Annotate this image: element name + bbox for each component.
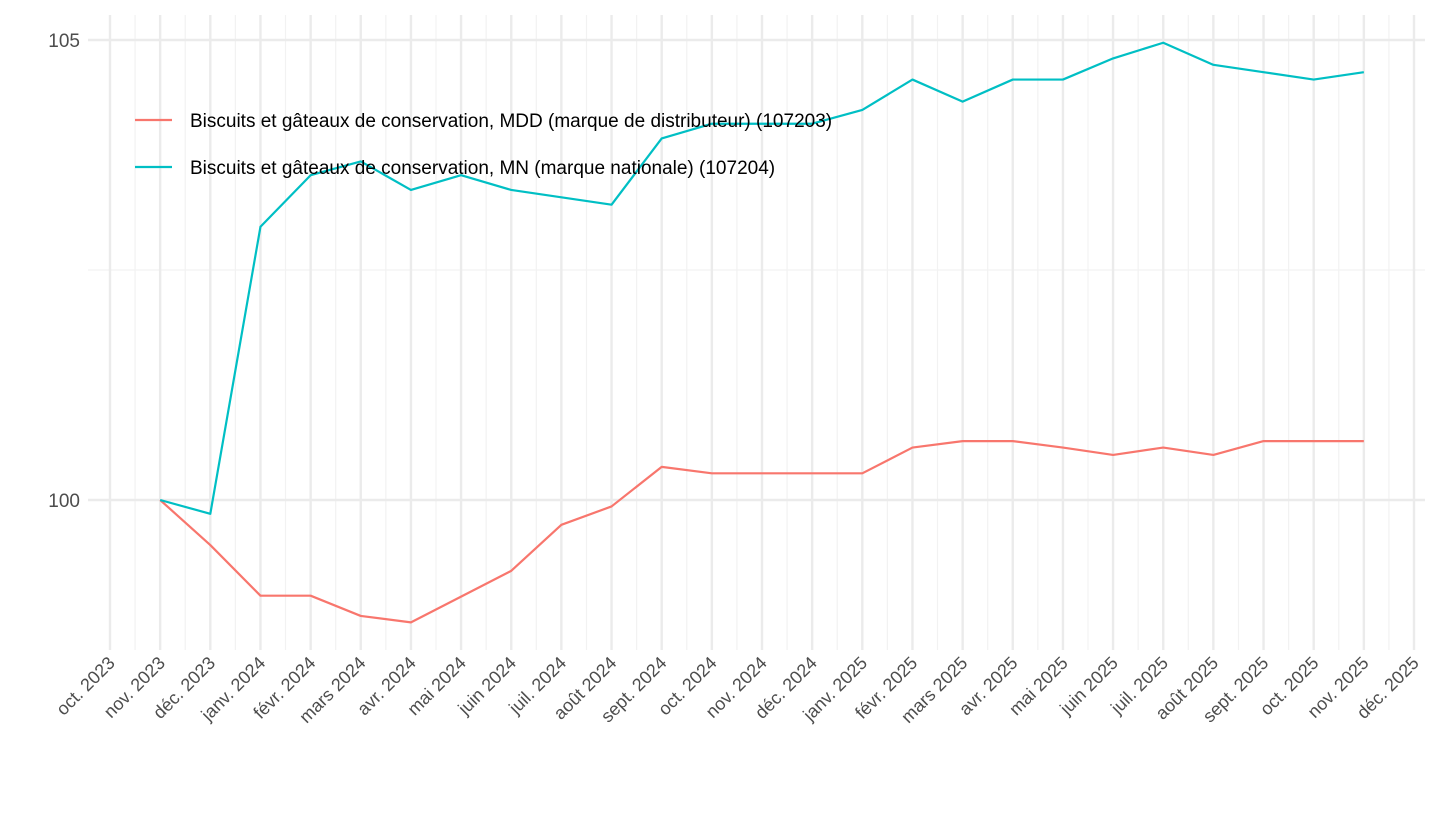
legend-label: Biscuits et gâteaux de conservation, MN … [190, 158, 775, 179]
grid [88, 15, 1425, 650]
y-axis-labels: 100 105 [48, 31, 80, 512]
legend-label: Biscuits et gâteaux de conservation, MDD… [190, 111, 832, 132]
series-line-1 [159, 440, 1364, 624]
y-tick-label: 100 [48, 491, 80, 512]
legend: Biscuits et gâteaux de conservation, MDD… [135, 111, 832, 179]
series-lines [159, 41, 1365, 624]
series-line-2 [159, 41, 1365, 515]
y-tick-label: 105 [48, 31, 80, 52]
